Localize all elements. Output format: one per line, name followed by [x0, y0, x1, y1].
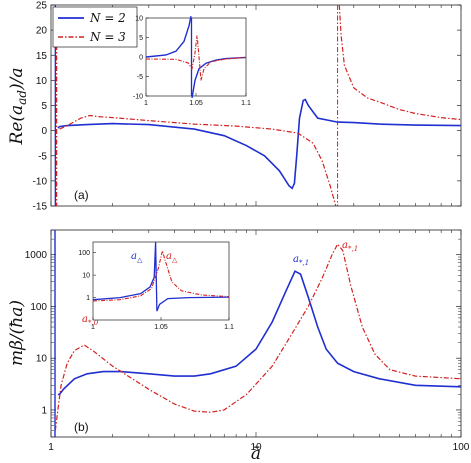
- panel-b-inset-ticks: 1 10 100 1 1.05 1.1: [78, 250, 234, 331]
- panel-a-inset-series-n3: [145, 35, 247, 81]
- panel-b: 1 10 100 1000 1 10 100 mβ/(ħa) ā (b) a*,1 a*,…: [7, 229, 470, 463]
- panel-b-y-tick-label: 1000: [25, 250, 48, 261]
- panel-a-inset-x-tick-label: 1: [144, 100, 148, 107]
- panel-b-x-label: ā: [251, 444, 261, 463]
- panel-b-y-tick-label: 10: [36, 354, 48, 365]
- panel-a-y-tick-label: 5: [41, 101, 47, 112]
- panel-b-inset-y-tick-label: 1: [86, 295, 90, 302]
- panel-a-y-tick-label: -15: [33, 202, 48, 213]
- panel-a-x-ticks: [50, 5, 462, 206]
- panel-b-x-tick-label: 10: [250, 442, 262, 453]
- panel-a-label: (a): [74, 188, 89, 202]
- panel-a-y-tick-label: -5: [38, 151, 47, 162]
- panel-b-inset-x-tick-label: 1.05: [154, 324, 168, 331]
- legend-n3: N = 3: [89, 30, 126, 44]
- panel-a-y-tick-label: -10: [33, 176, 48, 187]
- annotation-n2-a1: a*,1: [293, 254, 309, 267]
- panel-a-inset-series: [145, 15, 247, 99]
- panel-b-inset: 1 10 100 1 1.05 1.1 a△ a△: [78, 241, 234, 331]
- panel-a-inset: -10 -5 0 5 10 1 1.05 1.1: [133, 16, 251, 108]
- panel-b-inset-x-tick-label: 1.1: [224, 324, 234, 331]
- panel-a-y-label: Re(aad)/a: [7, 68, 29, 146]
- panel-b-inset-series-n2: [92, 241, 230, 312]
- panel-b-series-n3: [54, 243, 462, 431]
- panel-b-inset-y-tick-label: 100: [78, 250, 90, 257]
- panel-b-series-n2: [57, 270, 462, 396]
- panel-b-label: (b): [74, 420, 89, 434]
- panel-b-inset-x-tick-label: 1: [91, 324, 95, 331]
- panel-a-inset-y-tick-label: -10: [133, 94, 143, 101]
- legend-n2: N = 2: [89, 11, 126, 25]
- panel-a-inset-y-tick-label: -5: [137, 74, 143, 81]
- panel-a-y-tick-label: 10: [36, 76, 48, 87]
- panel-b-y-label: mβ/(ħa): [7, 300, 27, 366]
- panel-b-series: [54, 230, 462, 437]
- panel-a-inset-y-tick-label: 5: [139, 35, 143, 42]
- panel-a-series-n2: [57, 98, 462, 190]
- panel-a-inset-frame: [145, 17, 247, 97]
- annotation-n2-triangle: a△: [131, 251, 143, 264]
- panel-a-y-tick-label: 15: [36, 51, 48, 62]
- panel-a-series-n3: [59, 4, 462, 207]
- panel-b-inset-series: [92, 241, 230, 312]
- annotation-n3-a1: a*,1: [342, 240, 358, 253]
- panel-a-y-tick-label: 0: [41, 126, 47, 137]
- panel-b-y-tick-label: 1: [41, 405, 47, 416]
- legend: N = 2 N = 3: [52, 6, 138, 48]
- panel-b-inset-frame: [92, 241, 230, 321]
- panel-b-y-tick-label: 100: [30, 302, 47, 313]
- panel-b-inset-series-n3: [92, 248, 230, 302]
- panel-a-inset-y-tick-label: 10: [135, 16, 143, 23]
- panel-b-x-ticks: 1 10 100: [48, 230, 470, 453]
- panel-b-x-tick-label: 100: [453, 442, 470, 453]
- panel-b-y-ticks: 1 10 100 1000: [25, 229, 461, 438]
- legend-box: [52, 6, 138, 48]
- panel-a-y-tick-label: 25: [36, 1, 48, 12]
- panel-b-inset-y-tick-label: 10: [82, 273, 90, 280]
- panel-a-inset-y-tick-label: 0: [139, 55, 143, 62]
- panel-b-x-tick-label: 1: [48, 442, 54, 453]
- panel-a-y-tick-label: 20: [36, 26, 48, 37]
- annotation-n3-triangle: a△: [166, 251, 178, 264]
- panel-a-inset-x-tick-label: 1.05: [189, 100, 203, 107]
- panel-a-inset-x-tick-label: 1.1: [241, 100, 251, 107]
